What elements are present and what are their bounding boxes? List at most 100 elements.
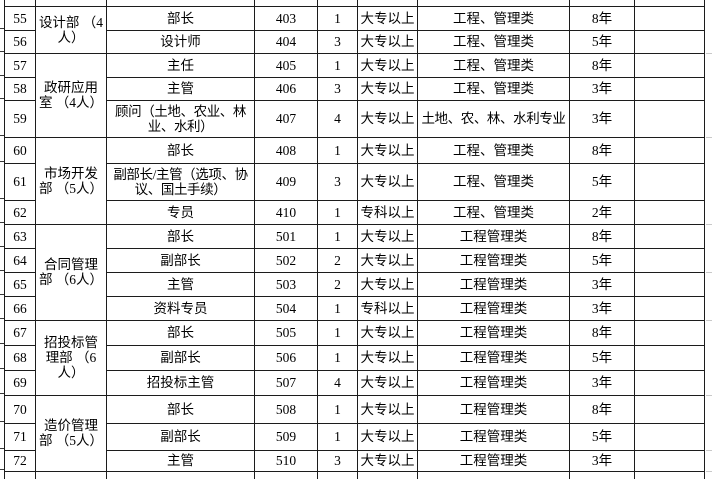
cell-code: 409: [254, 162, 318, 201]
cell-code: 407: [254, 99, 318, 138]
cell-major: 工程管理类: [417, 223, 570, 249]
cell-education: 大专以上: [357, 29, 418, 54]
table-row: 65 主管 503 2 大专以上 工程管理类 3年: [4, 271, 705, 297]
cell-code: 507: [254, 369, 318, 396]
cell-position: 副部长: [106, 422, 255, 451]
right-edge-tick: [706, 471, 712, 472]
cell-education: 大专以上: [357, 394, 418, 424]
cell-experience: 8年: [569, 223, 635, 249]
right-edge-tick: [706, 395, 712, 396]
cell-experience: 5年: [569, 247, 635, 273]
partial-row-cell: [569, 471, 635, 479]
cell-education: 专科以上: [357, 295, 418, 321]
partial-row-cell: [4, 471, 36, 479]
cell-experience: 3年: [569, 271, 635, 297]
cell-experience: 3年: [569, 449, 635, 472]
cell-code: 508: [254, 394, 318, 424]
partial-row-cell: [106, 471, 255, 479]
cell-empty: [634, 295, 705, 321]
cell-empty: [634, 162, 705, 201]
cell-experience: 8年: [569, 52, 635, 78]
table-row: 62 专员 410 1 专科以上 工程、管理类 2年: [4, 199, 705, 225]
cell-department: 政研应用 室 （4人）: [35, 52, 107, 138]
cell-education: 大专以上: [357, 344, 418, 371]
cell-headcount: 4: [317, 99, 358, 138]
cell-major: 工程、管理类: [417, 136, 570, 164]
cell-code: 408: [254, 136, 318, 164]
right-edge-tick: [706, 450, 712, 451]
partial-row-cell: [357, 471, 418, 479]
cell-headcount: 1: [317, 344, 358, 371]
cell-position: 专员: [106, 199, 255, 225]
cell-empty: [634, 52, 705, 78]
cell-row-number: 65: [4, 271, 36, 297]
cell-empty: [634, 199, 705, 225]
cell-code: 404: [254, 29, 318, 54]
cell-code: 506: [254, 344, 318, 371]
right-edge-tick: [706, 53, 712, 54]
table-row: 69 招投标主管 507 4 大专以上 工程管理类 3年: [4, 369, 705, 396]
partial-row-cell: [317, 471, 358, 479]
cell-code: 510: [254, 449, 318, 472]
cell-headcount: 1: [317, 136, 358, 164]
cell-experience: 3年: [569, 295, 635, 321]
cell-code: 502: [254, 247, 318, 273]
cell-code: 501: [254, 223, 318, 249]
cell-experience: 8年: [569, 319, 635, 346]
cell-empty: [634, 422, 705, 451]
cell-position: 主任: [106, 52, 255, 78]
right-edge-tick: [706, 320, 712, 321]
cell-empty: [634, 247, 705, 273]
cell-education: 大专以上: [357, 369, 418, 396]
cell-empty: [634, 449, 705, 472]
cell-major: 工程管理类: [417, 319, 570, 346]
cell-code: 403: [254, 5, 318, 31]
cell-code: 504: [254, 295, 318, 321]
cell-major: 工程管理类: [417, 449, 570, 472]
cell-empty: [634, 394, 705, 424]
cell-position: 资料专员: [106, 295, 255, 321]
cell-position: 部长: [106, 223, 255, 249]
cell-major: 工程管理类: [417, 271, 570, 297]
cell-code: 405: [254, 52, 318, 78]
cell-position: 顾问（土地、农业、林业、水利）: [106, 99, 255, 138]
table-row: 55 设计部 （4人） 部长 403 1 大专以上 工程、管理类 8年: [4, 5, 705, 54]
cell-education: 大专以上: [357, 99, 418, 138]
cell-major: 工程管理类: [417, 295, 570, 321]
right-edge-tick: [706, 224, 712, 225]
cell-education: 大专以上: [357, 136, 418, 164]
cell-row-number: 56: [4, 29, 36, 54]
cell-department: 合同管理 部 （6人）: [35, 223, 107, 321]
cell-education: 大专以上: [357, 5, 418, 31]
cell-department: 造价管理 部 （5人）: [35, 394, 107, 472]
cell-experience: 5年: [569, 422, 635, 451]
cell-headcount: 1: [317, 52, 358, 78]
cell-row-number: 62: [4, 199, 36, 225]
cell-position: 部长: [106, 394, 255, 424]
cell-empty: [634, 5, 705, 31]
cell-empty: [634, 369, 705, 396]
cell-experience: 3年: [569, 99, 635, 138]
cell-headcount: 2: [317, 271, 358, 297]
partial-row-cell: [35, 471, 107, 479]
cell-position: 部长: [106, 136, 255, 164]
cell-department: 市场开发 部 （5人）: [35, 136, 107, 225]
cell-row-number: 64: [4, 247, 36, 273]
cell-row-number: 66: [4, 295, 36, 321]
cell-major: 工程管理类: [417, 247, 570, 273]
cell-headcount: 1: [317, 394, 358, 424]
table-body: 55 设计部 （4人） 部长 403 1 大专以上 工程、管理类 8年 56 设计师 404 3 大专以…: [4, 0, 705, 479]
cell-education: 大专以上: [357, 271, 418, 297]
cell-headcount: 3: [317, 29, 358, 54]
table-row: 64 副部长 502 2 大专以上 工程管理类 5年: [4, 247, 705, 273]
cell-position: 部长: [106, 319, 255, 346]
table-row: 60 市场开发 部 （5人） 部长 408 1 大专以上 工程、管理类 8年: [4, 136, 705, 225]
cell-major: 工程、管理类: [417, 5, 570, 31]
cell-empty: [634, 223, 705, 249]
cell-empty: [634, 99, 705, 138]
cell-headcount: 1: [317, 422, 358, 451]
cell-position: 主管: [106, 449, 255, 472]
cell-major: 工程、管理类: [417, 76, 570, 101]
cell-education: 大专以上: [357, 319, 418, 346]
cell-position: 招投标主管: [106, 369, 255, 396]
